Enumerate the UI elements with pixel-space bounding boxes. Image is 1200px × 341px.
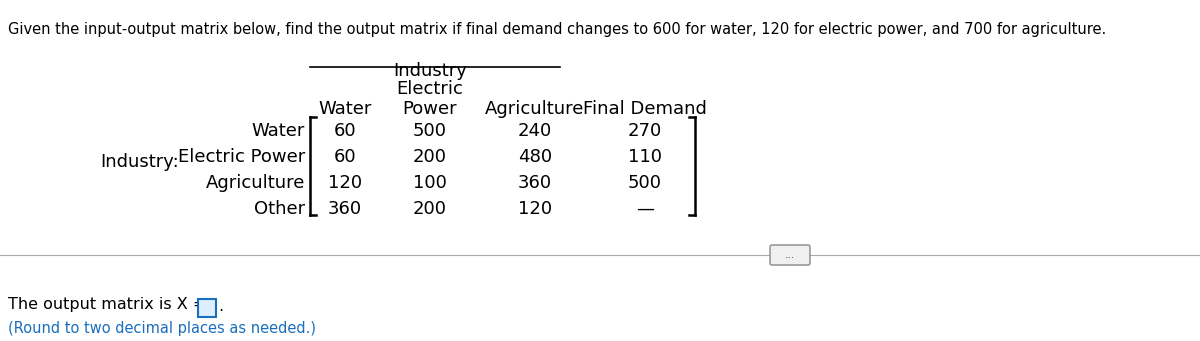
- Text: 110: 110: [628, 148, 662, 166]
- Text: 100: 100: [413, 174, 446, 192]
- Text: —: —: [636, 200, 654, 218]
- Text: Industry: Industry: [394, 62, 467, 80]
- FancyBboxPatch shape: [198, 299, 216, 317]
- Text: Given the input-output matrix below, find the output matrix if final demand chan: Given the input-output matrix below, fin…: [8, 22, 1106, 37]
- Text: Final Demand: Final Demand: [583, 100, 707, 118]
- Text: Other: Other: [254, 200, 305, 218]
- Text: 500: 500: [413, 122, 446, 140]
- Text: 360: 360: [518, 174, 552, 192]
- Text: Power: Power: [403, 100, 457, 118]
- Text: .: .: [218, 299, 223, 314]
- Text: 360: 360: [328, 200, 362, 218]
- Text: Water: Water: [318, 100, 372, 118]
- Text: The output matrix is X =: The output matrix is X =: [8, 297, 206, 312]
- FancyBboxPatch shape: [770, 245, 810, 265]
- Text: 200: 200: [413, 148, 446, 166]
- Text: 120: 120: [518, 200, 552, 218]
- Text: 120: 120: [328, 174, 362, 192]
- Text: ...: ...: [785, 250, 796, 260]
- Text: (Round to two decimal places as needed.): (Round to two decimal places as needed.): [8, 321, 316, 336]
- Text: 200: 200: [413, 200, 446, 218]
- Text: Electric: Electric: [396, 80, 463, 98]
- Text: Industry:: Industry:: [100, 153, 179, 171]
- Text: 60: 60: [334, 122, 356, 140]
- Text: Water: Water: [252, 122, 305, 140]
- Text: 500: 500: [628, 174, 662, 192]
- Text: 60: 60: [334, 148, 356, 166]
- Text: Agriculture: Agriculture: [485, 100, 584, 118]
- Text: Electric Power: Electric Power: [178, 148, 305, 166]
- Text: 480: 480: [518, 148, 552, 166]
- Text: 270: 270: [628, 122, 662, 140]
- Text: 240: 240: [518, 122, 552, 140]
- Text: Agriculture: Agriculture: [205, 174, 305, 192]
